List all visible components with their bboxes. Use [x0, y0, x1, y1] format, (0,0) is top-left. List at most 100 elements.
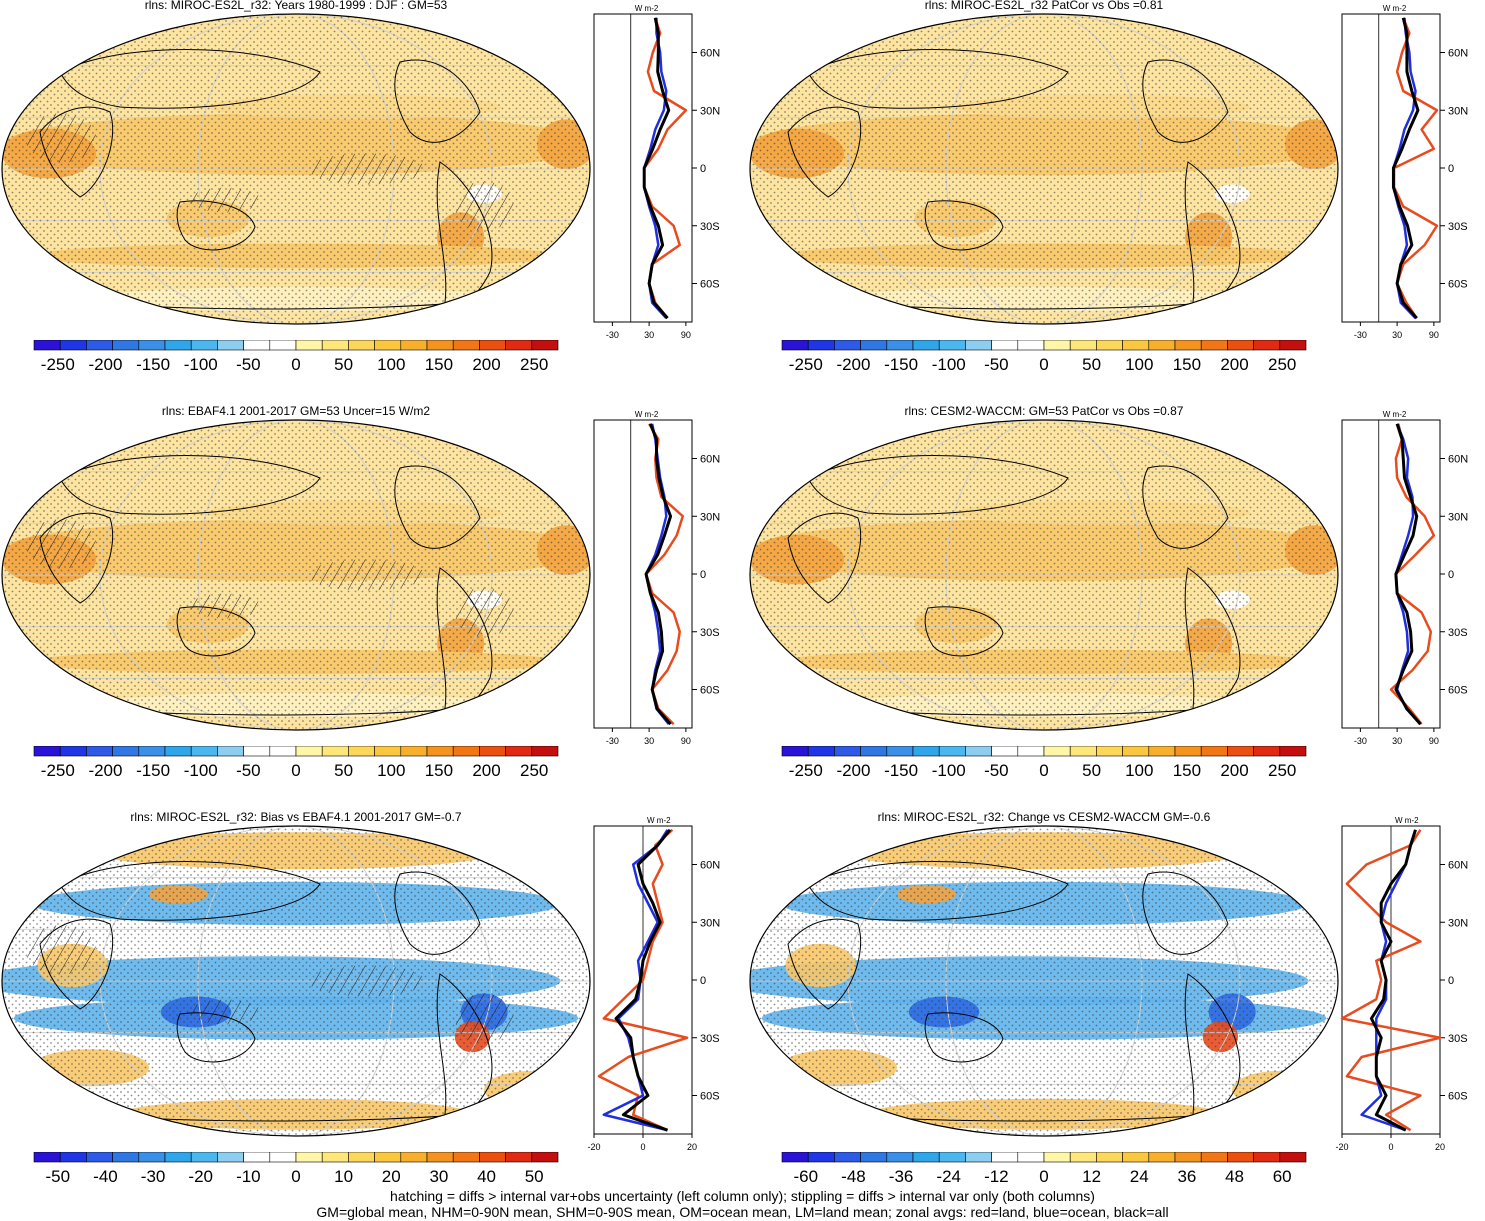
colorbar-tick-label: 150	[424, 761, 454, 780]
colorbar-tick-label: 50	[524, 1167, 544, 1186]
colorbar-cell	[1069, 340, 1097, 351]
zonal-y-tick-label: 30N	[700, 917, 720, 929]
map-title: rlns: MIROC-ES2L_r32: Bias vs EBAF4.1 20…	[130, 810, 462, 824]
colorbar-tick-label: 50	[334, 355, 354, 374]
colorbar-labels: -50 -40 -30 -20 -10 0 10 20 30 40 50	[0, 1167, 600, 1189]
colorbar-cell	[886, 746, 914, 757]
colorbar-cell	[1227, 1152, 1254, 1163]
zonal-unit-label: W m-2	[1395, 816, 1419, 825]
zonal-x-tick-label: 90	[1429, 736, 1439, 746]
colorbar-cell	[1122, 1152, 1150, 1163]
colorbar-tick-label: -200	[88, 761, 123, 780]
panel-middle-left: rlns: EBAF4.1 2001-2017 GM=53 Uncer=15 W…	[0, 404, 720, 791]
zonal-y-tick-label: 60S	[700, 1091, 720, 1103]
colorbar	[33, 746, 559, 757]
map-title: rlns: MIROC-ES2L_r32: Change vs CESM2-WA…	[877, 810, 1211, 824]
colorbar-tick-label: -50	[45, 1167, 71, 1186]
colorbar-cell	[1096, 1152, 1123, 1163]
zonal-x-tick-label: 90	[1429, 330, 1439, 340]
colorbar-cell	[479, 340, 506, 351]
colorbar-cell	[374, 746, 402, 757]
colorbar-cell	[243, 746, 271, 757]
colorbar-tick-label: 0	[291, 1167, 301, 1186]
zonal-series-all	[1391, 17, 1420, 320]
colorbar-cell	[860, 746, 888, 757]
zonal-mean-plot: W m-2 60N 30N 0 30S 60S -30 30 90	[1341, 4, 1468, 340]
zonal-x-tick-label: 0	[640, 1142, 645, 1152]
colorbar-cell	[33, 340, 61, 351]
map-field	[750, 14, 1338, 324]
colorbar-cell	[452, 1152, 480, 1163]
colorbar	[781, 1152, 1307, 1163]
colorbar-tick-label: 0	[1039, 1167, 1049, 1186]
zonal-y-tick-label: 60S	[1448, 279, 1468, 291]
colorbar-tick-label: -12	[984, 1167, 1009, 1186]
zonal-y-tick-label: 0	[700, 569, 706, 581]
panel-top-left: rlns: MIROC-ES2L_r32: Years 1980-1999 : …	[0, 0, 720, 385]
colorbar-cell	[834, 340, 861, 351]
colorbar-cell	[1174, 746, 1202, 757]
map-title: rlns: EBAF4.1 2001-2017 GM=53 Uncer=15 W…	[161, 404, 431, 418]
colorbar-cell	[1174, 340, 1202, 351]
colorbar-cell	[807, 1152, 835, 1163]
colorbar-tick-label: 150	[1172, 761, 1202, 780]
colorbar-cell	[1253, 746, 1281, 757]
zonal-mean-plot: W m-2 60N 30N 0 30S 60S -30 30 90	[593, 4, 720, 340]
zonal-y-tick-label: 30S	[700, 221, 720, 233]
zonal-x-tick-label: 30	[644, 330, 654, 340]
colorbar-cell	[1017, 746, 1045, 757]
zonal-x-tick-label: 90	[681, 736, 691, 746]
colorbar-tick-label: 30	[429, 1167, 449, 1186]
map-plot	[749, 419, 1339, 731]
colorbar-cell	[1148, 1152, 1176, 1163]
colorbar-labels: -250 -200 -150 -100 -50 0 50 100 150 200 250	[0, 355, 600, 377]
colorbar-tick-label: 250	[1267, 761, 1297, 780]
zonal-y-tick-label: 60S	[1448, 685, 1468, 697]
colorbar-cell	[1069, 1152, 1097, 1163]
colorbar-cell	[164, 746, 192, 757]
colorbar-cell	[269, 746, 297, 757]
map-plot	[749, 13, 1339, 325]
colorbar-cell	[1279, 1152, 1307, 1163]
zonal-y-tick-label: 30N	[700, 511, 720, 523]
colorbar-cell	[1227, 746, 1254, 757]
colorbar-tick-label: -24	[936, 1167, 962, 1186]
colorbar-cell	[321, 1152, 349, 1163]
colorbar-tick-label: -50	[236, 761, 261, 780]
colorbar-cell	[886, 340, 914, 351]
zonal-y-tick-label: 60N	[700, 48, 720, 60]
colorbar-cell	[1200, 1152, 1228, 1163]
zonal-y-tick-label: 30N	[1448, 105, 1468, 117]
zonal-unit-label: W m-2	[1383, 410, 1407, 419]
colorbar-tick-label: 250	[519, 355, 549, 374]
colorbar-cell	[86, 340, 113, 351]
colorbar-tick-label: 50	[1082, 761, 1102, 780]
colorbar-cell	[1069, 746, 1097, 757]
footer-line-2: GM=global mean, NHM=0-90N mean, SHM=0-90…	[316, 1204, 1169, 1220]
colorbar-tick-label: -100	[183, 761, 218, 780]
zonal-y-tick-label: 60S	[1448, 1091, 1468, 1103]
colorbar-labels: -250 -200 -150 -100 -50 0 50 100 150 200 250	[748, 761, 1348, 783]
footer-line-1: hatching = diffs > internal var+obs unce…	[390, 1188, 1095, 1204]
zonal-x-tick-label: 90	[681, 330, 691, 340]
zonal-series-all	[642, 17, 671, 320]
colorbar-cell	[807, 746, 835, 757]
colorbar-cell	[138, 340, 166, 351]
zonal-series-land	[1340, 829, 1442, 1132]
colorbar-cell	[991, 340, 1019, 351]
colorbar-cell	[912, 340, 940, 351]
colorbar-cell	[400, 746, 428, 757]
colorbar-tick-label: 100	[1125, 761, 1154, 780]
colorbar-tick-label: 200	[472, 761, 501, 780]
map-field	[2, 420, 590, 730]
zonal-unit-label: W m-2	[635, 4, 659, 13]
zonal-mean-plot: W m-2 60N 30N 0 30S 60S -30 30 90	[593, 410, 720, 746]
colorbar-cell	[400, 340, 428, 351]
colorbar-cell	[479, 1152, 506, 1163]
colorbar-tick-label: 36	[1177, 1167, 1197, 1186]
zonal-y-tick-label: 0	[1448, 975, 1454, 987]
colorbar-cell	[426, 1152, 454, 1163]
zonal-y-tick-label: 0	[700, 163, 706, 175]
colorbar-cell	[781, 1152, 809, 1163]
zonal-y-tick-label: 0	[1448, 163, 1454, 175]
